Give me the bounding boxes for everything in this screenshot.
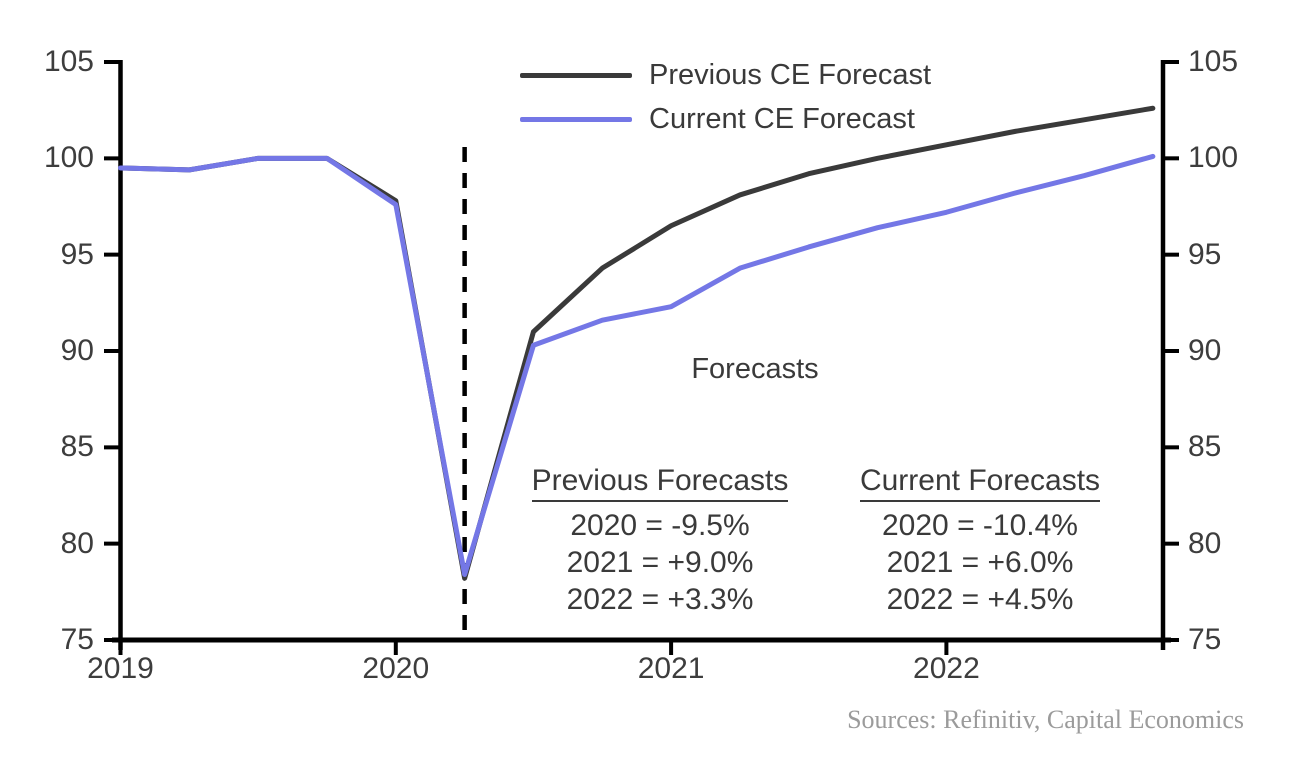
previous-forecasts-title: Previous Forecasts xyxy=(531,462,789,502)
y-axis-tick-label-left: 85 xyxy=(60,430,94,464)
x-axis-tick-label: 2021 xyxy=(637,652,705,685)
previous-forecast-row-2021: 2021 = +9.0% xyxy=(566,546,754,579)
y-axis-tick-label-left: 80 xyxy=(60,526,94,560)
legend-item-previous: Previous CE Forecast xyxy=(520,53,931,97)
legend-label-previous: Previous CE Forecast xyxy=(649,58,932,91)
chart-legend: Previous CE Forecast Current CE Forecast xyxy=(520,53,931,141)
y-axis-tick-label-right: 100 xyxy=(1188,141,1239,175)
previous-forecast-row-2022: 2022 = +3.3% xyxy=(566,583,754,616)
sources-credit: Sources: Refinitiv, Capital Economics xyxy=(847,705,1244,734)
legend-line-previous xyxy=(520,72,632,78)
forecasts-annotation: Forecasts xyxy=(691,353,819,385)
y-axis-tick-label-right: 85 xyxy=(1188,430,1222,464)
previous-forecast-row-2020: 2020 = -9.5% xyxy=(570,509,750,542)
y-axis-tick-label-right: 80 xyxy=(1188,526,1222,560)
current-forecast-row-2021: 2021 = +6.0% xyxy=(886,546,1074,579)
current-forecast-row-2020: 2020 = -10.4% xyxy=(882,509,1078,542)
x-axis-tick-label: 2019 xyxy=(87,652,154,685)
y-axis-tick-label-left: 100 xyxy=(43,141,94,175)
y-axis-tick-label-right: 105 xyxy=(1188,45,1239,78)
y-axis-tick-label-left: 75 xyxy=(60,623,94,656)
legend-line-current xyxy=(520,116,632,122)
x-axis-tick-label: 2020 xyxy=(362,652,430,685)
y-axis-tick-label-right: 95 xyxy=(1188,237,1222,271)
current-forecasts-block: Current Forecasts 2020 = -10.4% 2021 = +… xyxy=(825,462,1135,618)
legend-item-current: Current CE Forecast xyxy=(520,97,931,141)
current-forecasts-title: Current Forecasts xyxy=(859,462,1101,502)
previous-forecasts-block: Previous Forecasts 2020 = -9.5% 2021 = +… xyxy=(505,462,815,618)
current-forecast-row-2022: 2022 = +4.5% xyxy=(886,583,1074,616)
y-axis-tick-label-right: 75 xyxy=(1188,623,1222,656)
y-axis-tick-label-right: 90 xyxy=(1188,334,1222,367)
x-axis-tick-label: 2022 xyxy=(913,652,980,685)
y-axis-tick-label-left: 105 xyxy=(43,45,94,78)
y-axis-tick-label-left: 95 xyxy=(60,237,94,271)
legend-label-current: Current CE Forecast xyxy=(649,102,915,135)
y-axis-tick-label-left: 90 xyxy=(60,334,94,367)
